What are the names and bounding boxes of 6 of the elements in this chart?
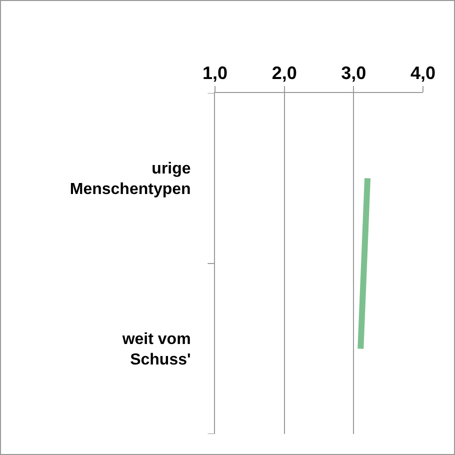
y-tick-label: urige Menschentypen bbox=[70, 160, 191, 198]
x-tick-label: 2,0 bbox=[272, 62, 297, 83]
y-tick-label: weit vom Schuss' bbox=[121, 330, 191, 369]
x-tick-label: 4,0 bbox=[410, 62, 436, 83]
x-tick-label: 3,0 bbox=[341, 62, 366, 83]
x-tick-label: 1,0 bbox=[202, 62, 228, 83]
